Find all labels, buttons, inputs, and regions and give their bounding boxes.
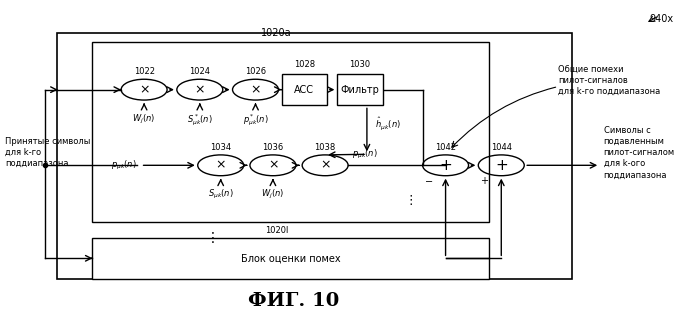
FancyBboxPatch shape [92, 42, 489, 222]
Text: $p_{\mu k}(n)$: $p_{\mu k}(n)$ [111, 159, 137, 172]
Text: 1044: 1044 [491, 143, 512, 152]
Text: 940x: 940x [649, 14, 673, 24]
FancyBboxPatch shape [57, 33, 572, 279]
Text: 1030: 1030 [350, 60, 370, 69]
Text: $+$: $+$ [480, 175, 489, 186]
Text: $+$: $+$ [495, 158, 508, 173]
Text: 1028: 1028 [294, 60, 315, 69]
Text: $\times$: $\times$ [138, 83, 150, 96]
Text: Общие помехи
пилот-сигналов
для k-го поддиапазона: Общие помехи пилот-сигналов для k-го под… [559, 65, 661, 96]
Text: $\times$: $\times$ [319, 159, 331, 172]
Text: $\times$: $\times$ [215, 159, 226, 172]
Text: 1042: 1042 [435, 143, 456, 152]
Text: $\times$: $\times$ [194, 83, 206, 96]
FancyBboxPatch shape [92, 238, 489, 279]
FancyBboxPatch shape [282, 74, 327, 105]
Text: $\vdots$: $\vdots$ [404, 193, 413, 207]
Text: $+$: $+$ [439, 158, 452, 173]
Text: $p_{\mu k}(n)$: $p_{\mu k}(n)$ [352, 148, 377, 161]
Text: $\hat{h}_{\mu k}(n)$: $\hat{h}_{\mu k}(n)$ [375, 115, 401, 132]
Text: $\times$: $\times$ [250, 83, 261, 96]
Text: ACC: ACC [294, 85, 315, 95]
Text: $\vdots$: $\vdots$ [206, 230, 215, 245]
Text: 1038: 1038 [315, 143, 336, 152]
Text: $S^*_{\mu k}(n)$: $S^*_{\mu k}(n)$ [187, 113, 212, 128]
Text: Фильтр: Фильтр [340, 85, 380, 95]
Text: ФИГ. 10: ФИГ. 10 [248, 292, 340, 310]
Text: Символы с
подавленным
пилот-сигналом
для k-ого
поддиапазона: Символы с подавленным пилот-сигналом для… [604, 126, 675, 179]
Text: 1020a: 1020a [261, 28, 291, 38]
Text: Блок оценки помех: Блок оценки помех [240, 253, 340, 263]
Text: 1034: 1034 [210, 143, 231, 152]
Text: $p^*_{\mu k}(n)$: $p^*_{\mu k}(n)$ [243, 113, 268, 128]
Text: 1026: 1026 [245, 67, 266, 76]
Text: $-$: $-$ [424, 175, 433, 185]
Text: Принятые символы
для k-го
поддиапазона: Принятые символы для k-го поддиапазона [5, 137, 90, 168]
FancyBboxPatch shape [338, 74, 382, 105]
Text: $S_{\mu k}(n)$: $S_{\mu k}(n)$ [208, 188, 233, 201]
Text: 1020l: 1020l [265, 226, 288, 235]
Text: 1022: 1022 [134, 67, 154, 76]
Text: $\times$: $\times$ [268, 159, 278, 172]
Text: 1036: 1036 [262, 143, 284, 152]
Text: 1024: 1024 [189, 67, 210, 76]
Text: $W_j(n)$: $W_j(n)$ [261, 188, 284, 201]
Text: $W_j(n)$: $W_j(n)$ [133, 113, 156, 126]
